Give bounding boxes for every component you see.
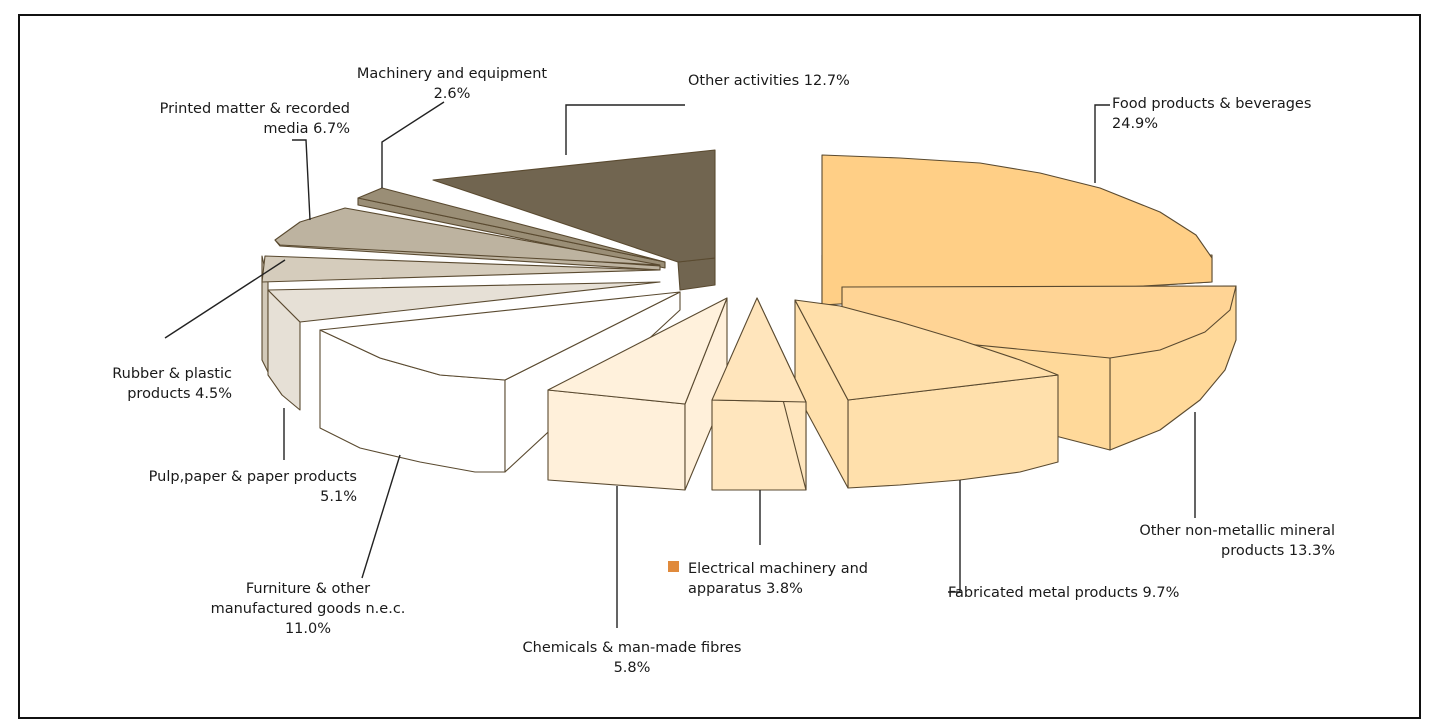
slice-label-line: 24.9% <box>1112 116 1158 132</box>
slice-other-activities <box>432 149 716 291</box>
slice-top <box>547 297 728 405</box>
slice-top <box>274 207 661 266</box>
slice-top <box>432 149 716 263</box>
slice-side <box>677 257 716 291</box>
slice-label-line: products 4.5% <box>127 386 232 402</box>
slice-label-line: Food products & beverages <box>1112 96 1311 112</box>
slice-top <box>357 187 666 263</box>
slice-chemicals-man-made-fibres <box>547 297 728 491</box>
slice-side <box>547 389 686 491</box>
slice-label: Food products & beverages 24.9% <box>1112 96 1311 132</box>
slice-label-line: Furniture & other <box>246 581 370 597</box>
slice-label-line: Machinery and equipment <box>357 66 548 82</box>
leader-line <box>292 139 311 221</box>
slice-label-line: Other activities 12.7% <box>688 73 850 89</box>
slice-label: Fabricated metal products 9.7% <box>948 585 1179 601</box>
slice-rubber-plastic-products <box>261 255 661 373</box>
slice-label-line: apparatus 3.8% <box>688 581 803 597</box>
slice-labels: Food products & beverages 24.9% Other non-… <box>112 66 1335 676</box>
slice-label: Chemicals & man-made fibres 5.8% <box>523 640 742 676</box>
legend-marker <box>668 561 679 572</box>
slice-label: Pulp,paper & paper products 5.1% <box>149 469 357 505</box>
leader-line <box>361 454 401 579</box>
slice-label-line: products 13.3% <box>1221 543 1335 559</box>
slice-fabricated-metal-products <box>794 299 1059 489</box>
slice-label-line: Fabricated metal products 9.7% <box>948 585 1179 601</box>
slice-label: Electrical machinery and apparatus 3.8% <box>688 561 868 597</box>
slice-label-line: Printed matter & recorded <box>160 101 350 117</box>
slice-label: Furniture & other manufactured goods n.e.… <box>211 581 406 637</box>
slice-top <box>319 291 681 381</box>
leader-line <box>948 480 961 593</box>
slice-label: Machinery and equipment 2.6% <box>357 66 548 102</box>
leader-lines <box>164 101 1196 628</box>
slice-machinery-and-equipment <box>357 187 666 269</box>
slice-label-line: 5.8% <box>614 660 651 676</box>
leader-line <box>164 259 286 339</box>
slice-label-line: 11.0% <box>285 621 331 637</box>
slice-pulp-paper-paper-products <box>267 281 661 411</box>
slice-label-line: manufactured goods n.e.c. <box>211 601 406 617</box>
slice-top <box>261 255 661 283</box>
slice-top <box>794 299 1059 401</box>
slice-label-line: 2.6% <box>434 86 471 102</box>
slice-label-line: 5.1% <box>320 489 357 505</box>
leader-line <box>565 104 685 155</box>
slice-label-line: Electrical machinery and <box>688 561 868 577</box>
leader-line <box>1094 104 1110 183</box>
slice-label-line: Pulp,paper & paper products <box>149 469 357 485</box>
slice-label: Other non-metallic mineral products 13.3% <box>1139 523 1335 559</box>
slices-layer <box>261 149 1237 491</box>
slice-side <box>847 374 1059 489</box>
slice-top <box>821 154 1213 306</box>
slice-electrical-machinery-and-apparatus <box>711 297 807 491</box>
slice-label: Rubber & plastic products 4.5% <box>112 366 232 402</box>
slice-label-line: media 6.7% <box>263 121 350 137</box>
slice-label: Printed matter & recorded media 6.7% <box>160 101 350 137</box>
slice-food-products-beverages <box>821 154 1213 306</box>
leader-line <box>381 101 445 188</box>
slice-label-line: Other non-metallic mineral <box>1139 523 1335 539</box>
slice-top <box>711 297 807 403</box>
slice-label: Other activities 12.7% <box>688 73 850 89</box>
slice-label-line: Chemicals & man-made fibres <box>523 640 742 656</box>
slice-top <box>267 281 661 323</box>
slice-label-line: Rubber & plastic <box>112 366 232 382</box>
